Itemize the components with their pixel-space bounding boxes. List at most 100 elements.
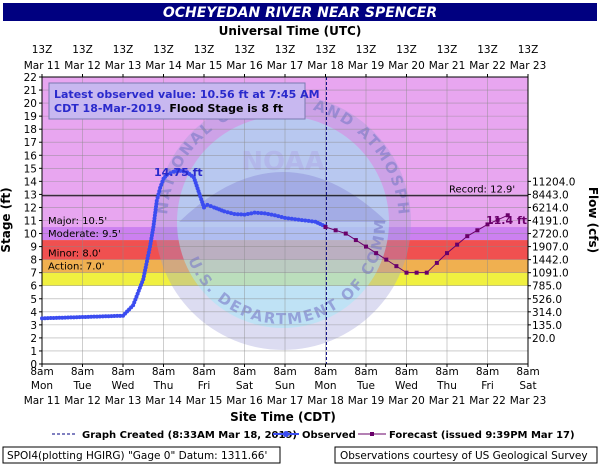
utc-tick-hour: 13Z [518, 44, 539, 56]
forecast-point [353, 238, 358, 243]
observed-point [205, 202, 210, 207]
observed-point [249, 211, 254, 216]
observed-point [144, 262, 149, 267]
flow-tick-label: 1091.0 [532, 268, 569, 280]
utc-tick-date: Mar 15 [186, 60, 223, 72]
stage-tick-label: 2 [30, 333, 37, 345]
observed-point [303, 218, 308, 223]
stage-tick-label: 3 [30, 320, 37, 332]
observed-point [269, 212, 274, 217]
bottom-axis-title: Site Time (CDT) [230, 410, 336, 424]
site-tick-time: 8am [233, 366, 256, 378]
observed-point [74, 315, 79, 320]
observed-point [266, 211, 271, 216]
site-tick-day: Fri [198, 380, 211, 392]
observed-point [103, 314, 108, 319]
flow-tick-label: 526.0 [532, 294, 562, 306]
utc-tick-date: Mar 13 [105, 60, 142, 72]
observed-point [164, 172, 169, 177]
utc-tick-date: Mar 14 [145, 60, 182, 72]
site-tick-date: Mar 17 [267, 395, 304, 407]
site-tick-date: Mar 18 [307, 395, 344, 407]
observed-point [86, 314, 91, 319]
observed-point [225, 210, 230, 215]
observed-point [279, 215, 284, 220]
site-tick-day: Wed [395, 380, 418, 392]
observed-point [262, 211, 267, 216]
utc-tick-hour: 13Z [477, 44, 498, 56]
utc-tick-hour: 13Z [315, 44, 336, 56]
forecast-point [475, 228, 480, 233]
observed-point [83, 314, 88, 319]
site-tick-date: Mar 16 [226, 395, 263, 407]
left-axis-title: Stage (ft) [0, 187, 13, 252]
observed-point [66, 315, 71, 320]
site-tick-day: Tue [73, 380, 92, 392]
utc-tick-date: Mar 11 [24, 60, 61, 72]
latest-observation-line2: CDT 18-Mar-2019. Flood Stage is 8 ft [54, 102, 283, 115]
chart-title: OCHEYEDAN RIVER NEAR SPENCER [163, 5, 437, 21]
top-axis-title: Universal Time (UTC) [219, 24, 362, 38]
utc-tick-date: Mar 17 [267, 60, 304, 72]
stage-tick-label: 11 [24, 216, 37, 228]
legend-forecast-label: Forecast (issued 9:39PM Mar 17) [389, 430, 575, 441]
site-tick-date: Mar 23 [510, 395, 547, 407]
flow-tick-label: 1442.0 [532, 255, 569, 267]
observed-point [202, 205, 206, 210]
stage-tick-label: 14 [24, 176, 38, 188]
flow-tick-label: 8443.0 [532, 189, 569, 201]
stage-tick-label: 17 [24, 137, 37, 149]
observed-point [45, 316, 50, 321]
observed-point [175, 169, 179, 174]
forecast-point [455, 242, 460, 247]
observed-point [92, 314, 97, 319]
utc-tick-hour: 13Z [234, 44, 255, 56]
observed-point [143, 265, 148, 270]
observed-point [181, 169, 186, 174]
flood-category-labels: Major: 10.5' Moderate: 9.5' Minor: 8.0' Act… [48, 185, 515, 273]
forecast-point [424, 270, 429, 275]
stage-tick-label: 19 [24, 111, 37, 123]
observed-point [171, 169, 176, 174]
site-tick-day: Fri [481, 380, 494, 392]
seal-bird-shape [179, 172, 387, 222]
latest-observation-box: Latest observed value: 10.56 ft at 7:45 … [48, 82, 320, 120]
stage-tick-label: 12 [24, 202, 37, 214]
utc-tick-hour: 13Z [194, 44, 215, 56]
utc-tick-hour: 13Z [113, 44, 134, 56]
flow-axis-ticks: 135.0314.0526.0785.01091.01442.01907.027… [528, 176, 575, 345]
site-tick-time: 8am [273, 366, 296, 378]
footer-credit-text: Observations courtesy of US Geological S… [340, 450, 588, 462]
flow-tick-label: 314.0 [532, 307, 562, 319]
peak-value-label: 14.75 ft [154, 166, 203, 179]
utc-tick-date: Mar 19 [348, 60, 385, 72]
right-axis-title: Flow (cfs) [586, 187, 600, 253]
site-tick-date: Mar 11 [24, 395, 61, 407]
site-tick-date: Mar 20 [388, 395, 425, 407]
observed-point [60, 315, 65, 320]
observed-point [158, 185, 163, 190]
observed-point [146, 253, 151, 258]
site-tick-day: Thu [436, 380, 457, 392]
observed-point [97, 314, 102, 319]
observed-point [112, 314, 117, 319]
forecast-end-label: 11.4 ft [486, 214, 527, 227]
forecast-point [495, 217, 500, 222]
site-tick-day: Sun [275, 380, 295, 392]
observed-point [57, 315, 62, 320]
observed-point [144, 259, 149, 264]
observed-point [141, 274, 146, 279]
observed-point [143, 268, 148, 273]
label-minor: Minor: 8.0' [48, 249, 101, 260]
seal-inner-disc [177, 116, 389, 328]
site-tick-time: 8am [354, 366, 377, 378]
observed-point [156, 192, 161, 197]
legend-observed-label: Observed [302, 430, 356, 441]
utc-tick-date: Mar 18 [307, 60, 344, 72]
stage-tick-label: 21 [24, 85, 37, 97]
site-tick-date: Mar 22 [469, 395, 506, 407]
observed-point [80, 315, 85, 320]
site-tick-time: 8am [314, 366, 337, 378]
site-tick-time: 8am [192, 366, 215, 378]
